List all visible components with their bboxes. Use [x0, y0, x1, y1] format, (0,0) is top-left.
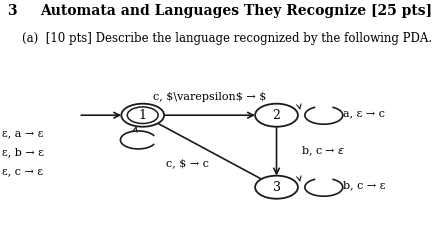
Text: c, $ → c: c, $ → c — [166, 158, 209, 168]
Text: a, ε → c: a, ε → c — [343, 108, 384, 118]
Text: 3: 3 — [7, 4, 17, 18]
Text: 2: 2 — [273, 109, 281, 122]
Text: ε, c → ε: ε, c → ε — [2, 167, 43, 177]
Text: ε, b → ε: ε, b → ε — [2, 147, 44, 157]
Text: b, c → $\varepsilon$: b, c → $\varepsilon$ — [301, 144, 346, 158]
Text: ε, a → ε: ε, a → ε — [2, 128, 44, 138]
Text: 1: 1 — [139, 109, 147, 122]
Circle shape — [121, 104, 164, 127]
Text: 3: 3 — [273, 181, 281, 194]
Text: b, c → ε: b, c → ε — [343, 180, 385, 190]
Circle shape — [255, 104, 298, 127]
Circle shape — [255, 176, 298, 199]
Text: c, $\varepsilon$ → $: c, $\varepsilon$ → $ — [153, 92, 266, 102]
Text: (a)  [10 pts] Describe the language recognized by the following PDA.: (a) [10 pts] Describe the language recog… — [22, 32, 433, 45]
Text: Automata and Languages They Recognize [25 pts]: Automata and Languages They Recognize [2… — [40, 4, 432, 18]
